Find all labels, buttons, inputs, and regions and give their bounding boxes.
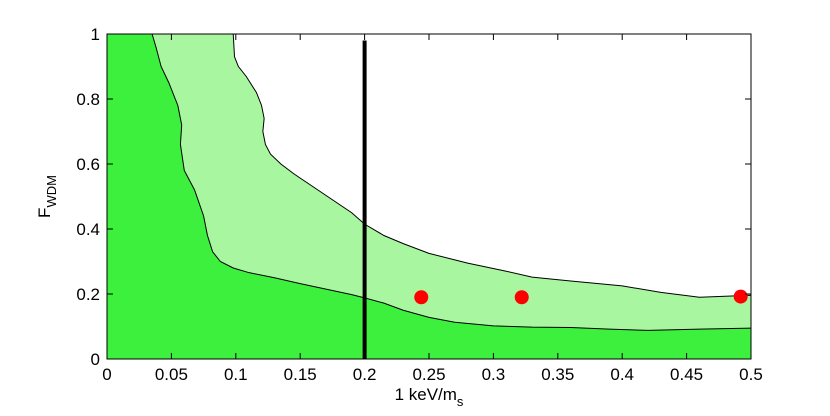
x-tick-label: 0 (102, 365, 111, 384)
y-axis-label: FWDM (35, 175, 59, 218)
x-tick-label: 0.05 (155, 365, 188, 384)
x-axis-label: 1 keV/ms (395, 385, 464, 409)
tick-labels: 0 0.05 0.1 0.15 0.2 0.25 0.3 0.35 0.4 0.45 0.5 0 0.2… (76, 25, 762, 384)
data-point-3 (733, 289, 748, 304)
inner-region (107, 34, 751, 359)
data-point-1 (414, 290, 429, 305)
y-tick-label: 0.6 (76, 155, 100, 174)
x-tick-label: 0.35 (541, 365, 574, 384)
data-point-2 (514, 290, 529, 305)
x-tick-label: 0.1 (224, 365, 248, 384)
x-tick-label: 0.15 (284, 365, 317, 384)
y-tick-label: 1 (91, 25, 100, 44)
y-tick-label: 0 (91, 350, 100, 369)
x-tick-label: 0.25 (412, 365, 445, 384)
ticks (106, 33, 752, 360)
y-tick-label: 0.2 (76, 285, 100, 304)
data-points (414, 289, 748, 305)
y-axis-label-main: F (35, 208, 54, 218)
x-tick-label: 0.4 (610, 365, 634, 384)
y-axis-label-subscript: WDM (44, 175, 59, 208)
outer-boundary-line (232, 33, 752, 298)
x-tick-label: 0.5 (739, 365, 763, 384)
x-axis-label-main: 1 keV/m (395, 385, 457, 404)
y-tick-label: 0.8 (76, 90, 100, 109)
x-tick-label: 0.3 (482, 365, 506, 384)
x-tick-label: 0.2 (353, 365, 377, 384)
plot-area (107, 33, 752, 359)
inner-boundary-line (151, 33, 752, 331)
x-axis-label-subscript: s (457, 394, 464, 409)
y-tick-label: 0.4 (76, 220, 100, 239)
x-tick-label: 0.45 (670, 365, 703, 384)
